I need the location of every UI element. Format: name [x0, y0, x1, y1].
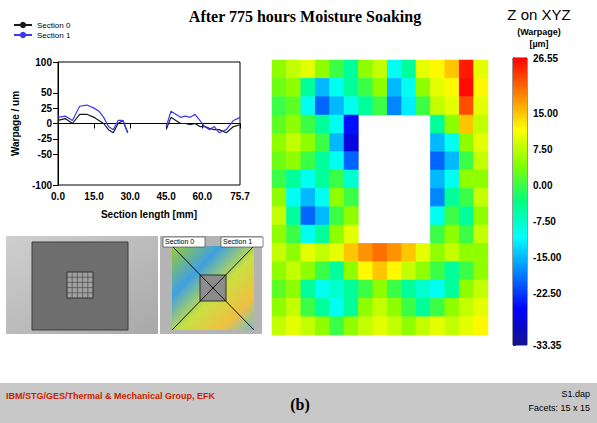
- svg-text:Warpage / um: Warpage / um: [10, 91, 21, 156]
- svg-text:7.50: 7.50: [533, 144, 553, 155]
- svg-text:-25: -25: [38, 133, 53, 144]
- svg-text:Section 0: Section 0: [165, 238, 194, 245]
- svg-text:15.0: 15.0: [84, 191, 104, 202]
- svg-text:26.55: 26.55: [533, 53, 558, 64]
- svg-text:(Warpage): (Warpage): [517, 27, 561, 37]
- svg-text:S1.dap: S1.dap: [561, 389, 590, 399]
- svg-text:Z on XYZ: Z on XYZ: [507, 6, 570, 23]
- svg-text:15.00: 15.00: [533, 108, 558, 119]
- svg-text:-7.50: -7.50: [533, 216, 556, 227]
- svg-text:60.0: 60.0: [193, 191, 213, 202]
- svg-text:Section 1: Section 1: [37, 31, 71, 40]
- svg-text:-50: -50: [38, 149, 53, 160]
- svg-text:45.0: 45.0: [156, 191, 176, 202]
- svg-text:50: 50: [41, 87, 53, 98]
- svg-text:0.0: 0.0: [51, 191, 65, 202]
- svg-text:Section 0: Section 0: [37, 21, 71, 30]
- svg-text:-33.35: -33.35: [533, 340, 562, 351]
- svg-text:0.00: 0.00: [533, 180, 553, 191]
- svg-text:-100: -100: [32, 180, 52, 191]
- svg-text:(b): (b): [290, 396, 310, 414]
- svg-text:30.0: 30.0: [120, 191, 140, 202]
- svg-text:IBM/STG/GES/Thermal & Mechanic: IBM/STG/GES/Thermal & Mechanical Group, …: [6, 391, 216, 401]
- svg-text:Section length [mm]: Section length [mm]: [101, 209, 197, 220]
- svg-text:100: 100: [35, 57, 52, 68]
- svg-text:0: 0: [46, 118, 52, 129]
- svg-text:Section 1: Section 1: [223, 238, 252, 245]
- svg-text:-22.50: -22.50: [533, 288, 562, 299]
- svg-text:After 775 hours Moisture Soaki: After 775 hours Moisture Soaking: [189, 8, 421, 26]
- svg-text:-15.00: -15.00: [533, 252, 562, 263]
- svg-text:25: 25: [41, 103, 53, 114]
- svg-text:[µm]: [µm]: [529, 39, 548, 49]
- svg-text:Facets: 15 x 15: Facets: 15 x 15: [528, 403, 590, 413]
- svg-text:75.7: 75.7: [230, 191, 250, 202]
